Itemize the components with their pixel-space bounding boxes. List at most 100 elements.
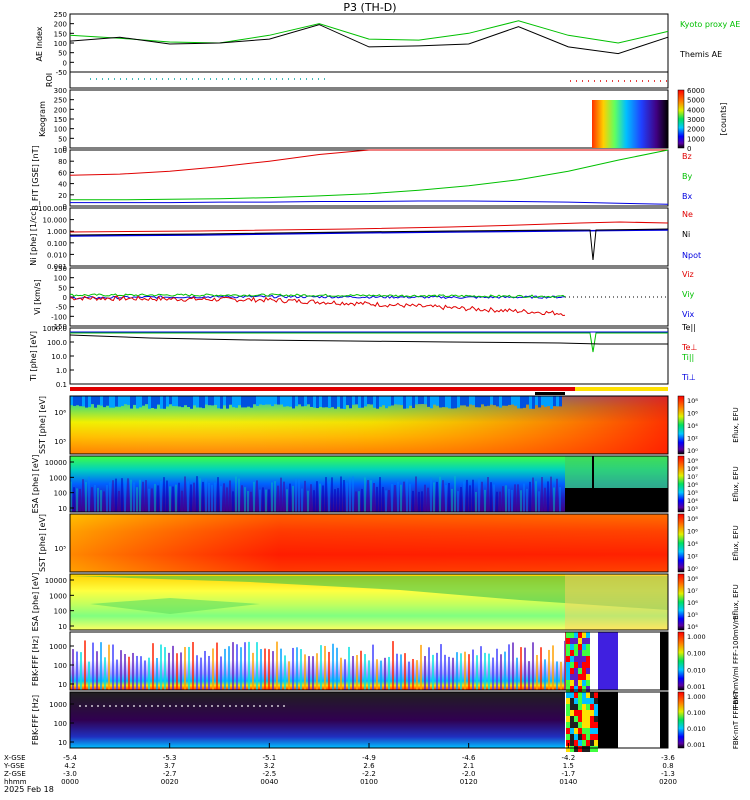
esa-e-noise-column xyxy=(445,485,447,512)
fbk2-burst-cell xyxy=(578,692,582,698)
esa-ion-panel: 10000 1000 100 10 ESA [phe] [eV] xyxy=(31,573,669,631)
fbk1-stripe xyxy=(512,642,514,690)
sst-e-stripe xyxy=(208,396,211,406)
fbk_fff-colorbar-label: FBK-nnT FFF-nnT xyxy=(732,690,740,749)
time-axis: X-GSE -5.4 -5.3 -5.1 -4.9 -4.6 -4.2 -3.6 Y-GSE 4.… xyxy=(3,743,677,786)
fbk2-burst-cell xyxy=(566,716,570,722)
legend-vix: Vix xyxy=(682,310,695,319)
esa-e-ytick-0: 10000 xyxy=(45,459,67,467)
esa-e-noise-column xyxy=(196,476,198,512)
sst_e-cbar-tick-3: 10² xyxy=(687,435,698,443)
esa-e-noise-column xyxy=(265,489,267,512)
fbk2-burst-cell xyxy=(570,704,574,710)
fbk2-dot xyxy=(133,705,135,707)
esa-e-noise-column xyxy=(493,484,495,512)
time-row-0-value: -3.6 xyxy=(661,754,675,762)
fbk1-burst-cell xyxy=(582,686,586,692)
fbk1-burst-cell xyxy=(586,680,590,686)
fbk2-burst-cell xyxy=(570,728,574,734)
esa_i-cbar-tick-0: 10⁸ xyxy=(687,575,698,583)
ae-ytick-5: 0 xyxy=(63,59,67,67)
esa-e-noise-column xyxy=(208,482,210,512)
fbk1-stripe xyxy=(528,661,530,690)
fbk2-burst-cell xyxy=(582,722,586,728)
fbk1-stripe xyxy=(296,647,298,690)
fbk1-stripe xyxy=(364,654,366,690)
sst-e-stripe xyxy=(538,396,541,408)
sst-e-stripe xyxy=(280,396,283,405)
sst-e-stripe xyxy=(385,396,388,409)
fbk1-stripe xyxy=(316,653,318,690)
fbk2-dot xyxy=(259,705,261,707)
esa-e-noise-column xyxy=(490,482,492,512)
fbk1-stripe xyxy=(536,654,538,690)
time-row-label-2: Z-GSE xyxy=(4,770,26,778)
esa-e-noise-column xyxy=(553,487,555,512)
ae-ytick-2: 150 xyxy=(54,30,67,38)
fbk1-stripe xyxy=(80,652,82,690)
legend-themis: Themis AE xyxy=(679,50,722,59)
esa-e-noise-column xyxy=(205,478,207,512)
sst_i-cbar-tick-0: 10⁸ xyxy=(687,515,698,523)
sst-e-stripe xyxy=(103,396,106,408)
fbk1-burst-cell xyxy=(578,668,582,674)
fbk2-burst-cell xyxy=(590,716,594,722)
fbk1-stripe xyxy=(480,646,482,690)
fbk1-stripe xyxy=(84,640,86,690)
sst_e-cbar-tick-4: 10⁰ xyxy=(687,447,698,455)
esa_e-colorbar xyxy=(677,455,685,513)
fbk2-burst-cell xyxy=(578,704,582,710)
fbk1-stripe xyxy=(240,647,242,690)
sst-e-stripe xyxy=(406,396,409,409)
esa-e-ytick-2: 100 xyxy=(54,490,67,498)
ae-ytick-3: 100 xyxy=(54,40,67,48)
esa-e-noise-column xyxy=(496,491,498,512)
fbk2-burst-cell xyxy=(566,728,570,734)
fbk1-stripe xyxy=(540,647,542,690)
sst-e-stripe xyxy=(364,396,367,407)
fbk1-burst-cell xyxy=(582,662,586,668)
esa-e-noise-column xyxy=(373,482,375,512)
fbk1-stripe xyxy=(508,644,510,690)
fbk2-dot xyxy=(277,705,279,707)
fbk1-burst-cell xyxy=(570,656,574,662)
fbk1-stripe xyxy=(200,657,202,690)
fbk-bfield-panel: 1000 100 10 FBK-FFF [Hz] xyxy=(31,691,669,752)
sst-e-stripe xyxy=(157,396,160,405)
fbk1-burst-cell xyxy=(586,686,590,692)
sst-e-stripe xyxy=(535,396,538,406)
fbk1-stripe xyxy=(244,642,246,690)
sst-e-stripe xyxy=(223,396,226,406)
fbk1-stripe xyxy=(152,643,154,690)
fbk1-stripe xyxy=(180,652,182,690)
sst-e-stripe xyxy=(466,396,469,407)
ni-ytick-2: 1.000 xyxy=(47,228,67,236)
fbk2-dot xyxy=(157,705,159,707)
legend-te-par: Te|| xyxy=(681,323,696,332)
fbk2-burst-cell xyxy=(570,746,574,752)
fbk1-burst-cell xyxy=(582,632,586,638)
sst-e-stripe xyxy=(274,396,277,405)
fbk1-burst-cell xyxy=(586,632,590,638)
fbk1-burst-cell xyxy=(566,668,570,674)
fbk_ffff-cbar-tick-2: 0.010 xyxy=(687,666,706,674)
kyoto-ae-line xyxy=(69,20,669,44)
esa-e-noise-column xyxy=(157,485,159,512)
esa-e-noise-column xyxy=(529,481,531,512)
vi-ytick-2: 50 xyxy=(58,284,67,292)
fbk1-burst-cell xyxy=(578,686,582,692)
fbk1-stripe xyxy=(476,655,478,690)
sst-e-stripe xyxy=(349,396,352,409)
esa-e-noise-column xyxy=(289,483,291,512)
fbk2-dot xyxy=(199,705,201,707)
fbk2-dot xyxy=(139,705,141,707)
fbk2-burst-cell xyxy=(582,710,586,716)
fbk1-stripe xyxy=(188,646,190,690)
esa-i-ytick-0: 10000 xyxy=(45,577,67,585)
sst-e-stripe xyxy=(421,396,424,405)
fbk2-ytick-2: 10 xyxy=(58,739,67,747)
fbk2-burst-cell xyxy=(574,722,578,728)
fbk1-stripe xyxy=(408,661,410,690)
fbk2-dot xyxy=(211,705,213,707)
fbk2-dot xyxy=(169,705,171,707)
